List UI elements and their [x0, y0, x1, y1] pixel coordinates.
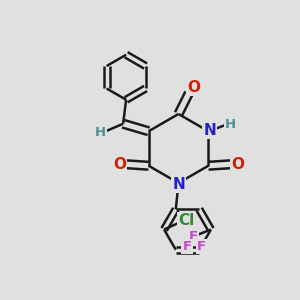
Text: F: F — [197, 240, 206, 254]
Text: F: F — [189, 230, 198, 244]
Text: O: O — [187, 80, 200, 95]
Text: N: N — [203, 123, 216, 138]
Text: O: O — [231, 157, 244, 172]
Text: O: O — [113, 157, 126, 172]
Text: Cl: Cl — [178, 213, 195, 228]
Text: H: H — [225, 118, 236, 130]
Text: N: N — [172, 177, 185, 192]
Text: F: F — [182, 240, 191, 254]
Text: H: H — [95, 126, 106, 139]
